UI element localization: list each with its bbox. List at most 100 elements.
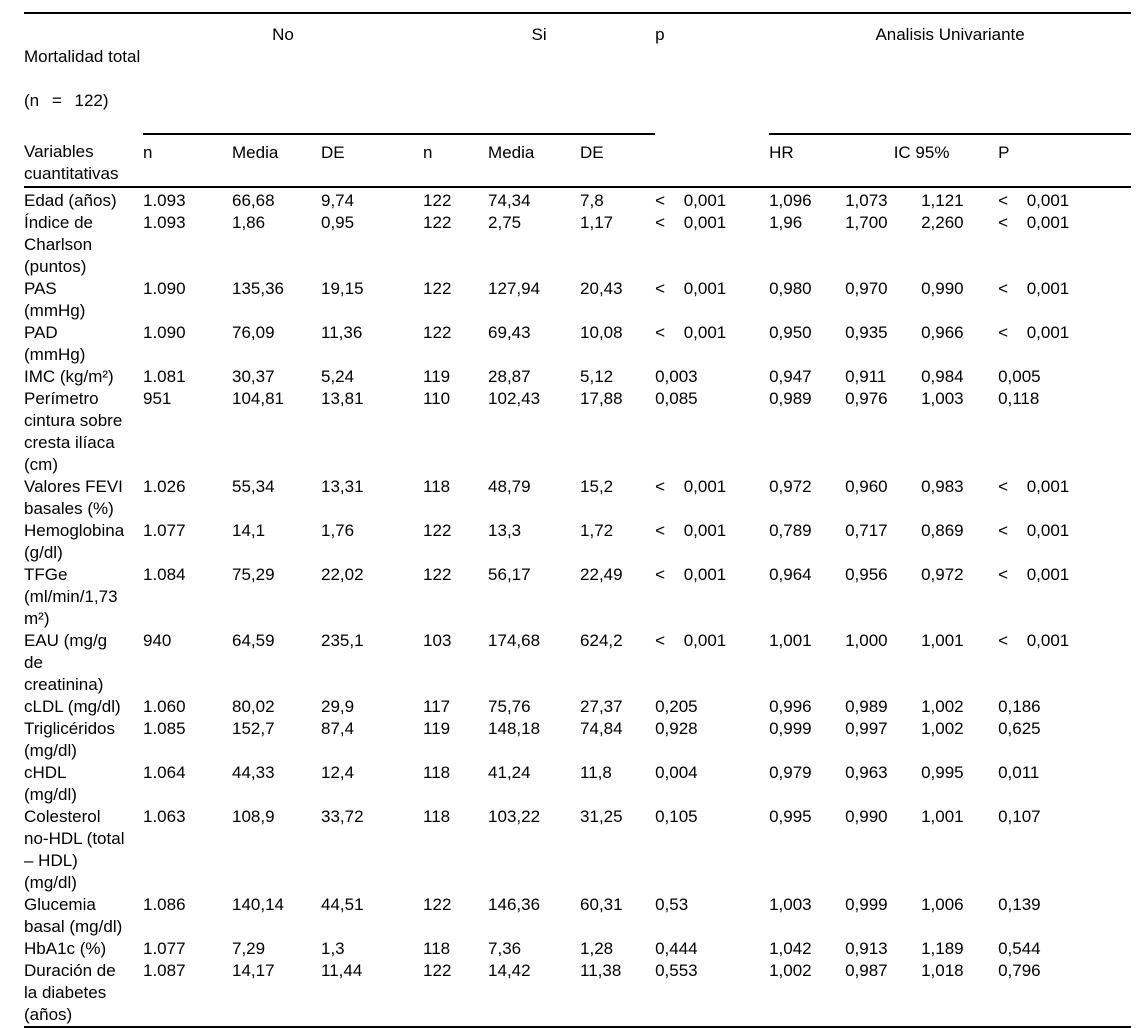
no-n-value: 1.093 xyxy=(143,191,186,210)
ic95-upper-value: 1,121 xyxy=(921,191,964,210)
p-value: 0,105 xyxy=(655,807,698,826)
ic95-lower-value: 0,976 xyxy=(845,389,888,408)
no-media-value: 80,02 xyxy=(232,697,275,716)
ic95-upper-value: 0,984 xyxy=(921,367,964,386)
si-de-value: 15,2 xyxy=(580,477,614,496)
ic95-upper-value: 0,990 xyxy=(921,279,964,298)
no-media-value: 135,36 xyxy=(232,279,284,298)
no-n-value: 1.085 xyxy=(143,719,186,738)
p-value: 0,928 xyxy=(655,719,698,738)
si-media-value: 102,43 xyxy=(488,389,541,408)
p-univariate-value: 0,544 xyxy=(998,939,1041,958)
p-univariate-value: 0,625 xyxy=(998,719,1041,738)
table-row: Colesterol no-HDL (total – HDL) (mg/dl) … xyxy=(24,806,1131,894)
p-value: < 0,001 xyxy=(655,213,727,232)
no-de-value: 11,36 xyxy=(321,323,363,342)
no-media-value: 66,68 xyxy=(232,191,275,210)
group-header-no: No xyxy=(143,13,424,135)
ic95-upper-value: 1,006 xyxy=(921,895,964,914)
group-header-univariate: Analisis Univariante xyxy=(769,13,1132,135)
no-n-value: 1.060 xyxy=(143,697,186,716)
si-media-value: 127,94 xyxy=(488,279,541,298)
ic95-lower-value: 0,717 xyxy=(845,521,888,540)
si-de-value: 74,84 xyxy=(580,719,623,738)
ic95-upper-value: 0,995 xyxy=(921,763,964,782)
no-media-value: 64,59 xyxy=(232,631,275,650)
hr-value: 0,999 xyxy=(769,719,812,738)
p-value: 0,444 xyxy=(655,939,698,958)
hr-value: 1,002 xyxy=(769,961,812,980)
group-header-row: Mortalidad total (n = 122) No Si p Anali… xyxy=(24,13,1132,135)
ic95-lower-value: 0,970 xyxy=(845,279,888,298)
ic95-lower-value: 0,960 xyxy=(845,477,888,496)
p-value: < 0,001 xyxy=(655,323,727,342)
no-n-value: 1.084 xyxy=(143,565,186,584)
no-n-value: 1.064 xyxy=(143,763,186,782)
ic95-lower-value: 0,911 xyxy=(845,367,887,386)
si-media-value: 148,18 xyxy=(488,719,541,738)
no-de-value: 29,9 xyxy=(321,697,355,716)
p-univariate-value: < 0,001 xyxy=(998,521,1070,540)
no-n-value: 1.077 xyxy=(143,521,186,540)
no-n-value: 1.086 xyxy=(143,895,186,914)
ic95-lower-value: 0,999 xyxy=(845,895,888,914)
ic95-lower-value: 1,073 xyxy=(845,191,888,210)
variable-name: cHDL (mg/dl) xyxy=(24,763,77,804)
hr-value: 0,964 xyxy=(769,565,812,584)
si-de-value: 624,2 xyxy=(580,631,623,650)
si-n-value: 110 xyxy=(423,389,451,408)
si-de-value: 1,72 xyxy=(580,521,614,540)
table-row: Valores FEVI basales (%) 1.026 55,34 13,… xyxy=(24,476,1131,520)
ic95-upper-value: 1,018 xyxy=(921,961,964,980)
ic95-lower-value: 0,913 xyxy=(845,939,888,958)
p-value: < 0,001 xyxy=(655,631,727,650)
no-de-value: 0,95 xyxy=(321,213,355,232)
no-media-value: 44,33 xyxy=(232,763,275,782)
si-de-value: 11,8 xyxy=(580,763,612,782)
ic95-upper-value: 1,002 xyxy=(921,719,964,738)
variable-name: EAU (mg/g de creatinina) xyxy=(24,631,108,694)
hr-value: 1,001 xyxy=(769,631,812,650)
no-de-value: 9,74 xyxy=(321,191,355,210)
ic95-lower-value: 0,990 xyxy=(845,807,888,826)
si-de-value: 1,17 xyxy=(580,213,614,232)
table-row: Hemoglobina (g/dl) 1.077 14,1 1,76 122 1… xyxy=(24,520,1131,564)
hr-value: 0,950 xyxy=(769,323,812,342)
no-n-value: 1.090 xyxy=(143,279,186,298)
si-n-value: 118 xyxy=(423,939,451,958)
variable-name: cLDL (mg/dl) xyxy=(24,697,121,716)
no-de-value: 44,51 xyxy=(321,895,364,914)
ic95-lower-value: 0,987 xyxy=(845,961,888,980)
variable-name: Edad (años) xyxy=(24,191,117,210)
no-media-value: 152,7 xyxy=(232,719,275,738)
no-media-value: 108,9 xyxy=(232,807,275,826)
si-de-value: 60,31 xyxy=(580,895,623,914)
si-de-value: 17,88 xyxy=(580,389,623,408)
variable-name: IMC (kg/m²) xyxy=(24,367,114,386)
si-media-value: 74,34 xyxy=(488,191,531,210)
ic95-lower-value: 0,956 xyxy=(845,565,888,584)
si-n-value: 122 xyxy=(423,521,452,540)
si-n-value: 122 xyxy=(423,213,452,232)
no-media-value: 1,86 xyxy=(232,213,266,232)
table-row: Triglicéridos (mg/dl) 1.085 152,7 87,4 1… xyxy=(24,718,1131,762)
no-de-value: 13,81 xyxy=(321,389,364,408)
no-n-value: 1.081 xyxy=(143,367,186,386)
group-header-si: Si xyxy=(423,13,656,135)
hr-value: 0,972 xyxy=(769,477,812,496)
mortality-statistics-table: Mortalidad total (n = 122) No Si p Anali… xyxy=(24,12,1132,1028)
p-univariate-value: 0,139 xyxy=(998,895,1041,914)
variable-name: Duración de la diabetes (años) xyxy=(24,961,116,1024)
variable-name: Índice de Charlson (puntos) xyxy=(24,213,93,276)
p-value: < 0,001 xyxy=(655,191,727,210)
no-de-value: 5,24 xyxy=(321,367,355,386)
no-media-value: 7,29 xyxy=(232,939,266,958)
table-row: EAU (mg/g de creatinina) 940 64,59 235,1… xyxy=(24,630,1131,696)
p-univariate-value: < 0,001 xyxy=(998,631,1070,650)
table-row: Edad (años) 1.093 66,68 9,74 122 74,34 7… xyxy=(24,187,1131,212)
ic95-upper-value: 1,002 xyxy=(921,697,964,716)
no-de-value: 19,15 xyxy=(321,279,364,298)
hr-value: 0,980 xyxy=(769,279,812,298)
hr-value: 1,003 xyxy=(769,895,812,914)
hr-value: 1,096 xyxy=(769,191,812,210)
